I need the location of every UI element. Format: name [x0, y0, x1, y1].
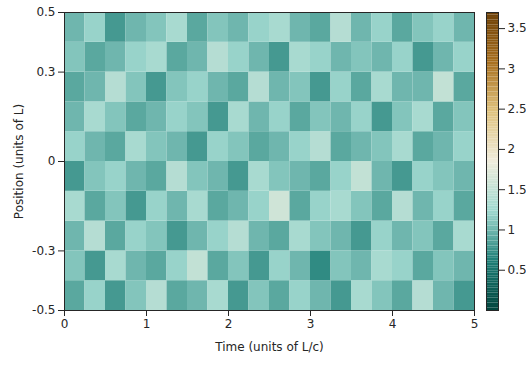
svg-text:2.5: 2.5 — [508, 102, 527, 116]
svg-text:Position (units of L): Position (units of L) — [12, 104, 26, 219]
svg-text:Time (units of L/c): Time (units of L/c) — [214, 340, 324, 354]
svg-text:1: 1 — [508, 223, 516, 237]
svg-text:3.5: 3.5 — [508, 21, 527, 35]
svg-text:1.5: 1.5 — [508, 183, 527, 197]
svg-text:0.5: 0.5 — [36, 5, 55, 19]
svg-text:5: 5 — [471, 317, 479, 331]
svg-text:0: 0 — [48, 154, 56, 168]
svg-text:0.5: 0.5 — [508, 263, 527, 277]
svg-text:4: 4 — [389, 317, 397, 331]
svg-text:3: 3 — [307, 317, 315, 331]
svg-text:2: 2 — [508, 142, 516, 156]
svg-text:0.3: 0.3 — [36, 65, 55, 79]
svg-text:3: 3 — [508, 62, 516, 76]
svg-text:0: 0 — [61, 317, 69, 331]
svg-text:-0.3: -0.3 — [32, 244, 55, 258]
svg-text:1: 1 — [143, 317, 151, 331]
svg-text:-0.5: -0.5 — [32, 303, 55, 317]
svg-text:2: 2 — [225, 317, 233, 331]
